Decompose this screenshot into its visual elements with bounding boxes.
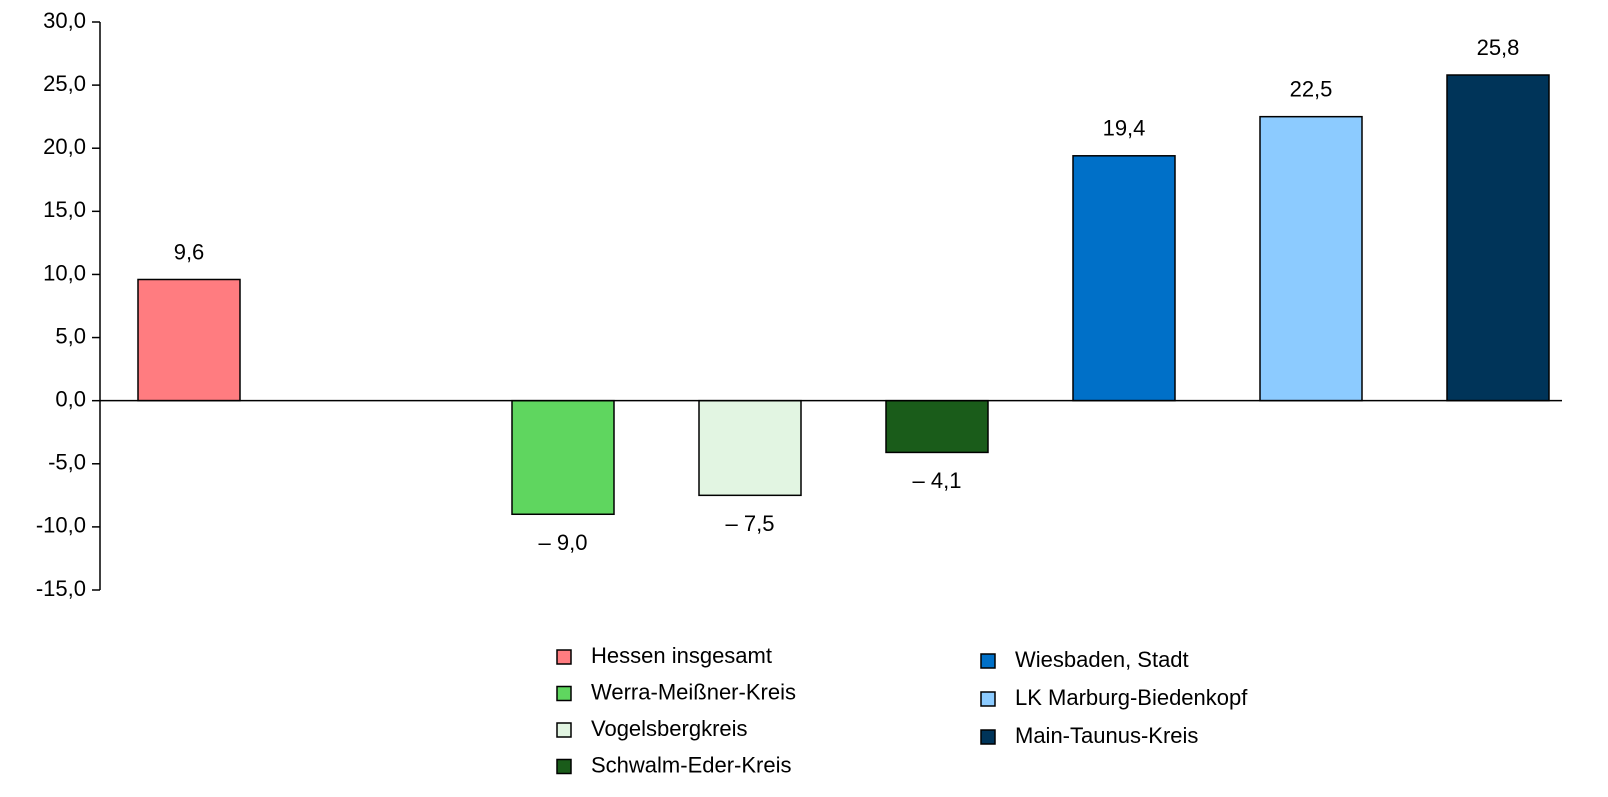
legend-swatch bbox=[980, 729, 996, 745]
y-tick-label: 30,0 bbox=[43, 8, 86, 33]
value-label: 25,8 bbox=[1477, 35, 1520, 60]
legend-label: Hessen insgesamt bbox=[591, 643, 772, 668]
legend-swatch bbox=[980, 653, 996, 669]
bar bbox=[511, 399, 615, 516]
y-tick-label: -15,0 bbox=[36, 576, 86, 601]
value-label: 22,5 bbox=[1290, 76, 1333, 101]
bar bbox=[1446, 74, 1550, 402]
legend-label: Schwalm-Eder-Kreis bbox=[591, 752, 792, 777]
legend-label: Main-Taunus-Kreis bbox=[1015, 723, 1198, 748]
legend-swatch bbox=[556, 722, 572, 738]
value-label: – 9,0 bbox=[539, 530, 588, 555]
legend-label: Vogelsbergkreis bbox=[591, 716, 748, 741]
value-label: – 7,5 bbox=[726, 511, 775, 536]
y-tick-label: 0,0 bbox=[55, 386, 86, 411]
legend-swatch bbox=[556, 758, 572, 775]
y-tick-label: 15,0 bbox=[43, 197, 86, 222]
y-tick-label: 10,0 bbox=[43, 260, 86, 285]
bar bbox=[698, 399, 802, 497]
bar bbox=[885, 399, 989, 454]
y-tick-label: 25,0 bbox=[43, 71, 86, 96]
bar bbox=[137, 278, 241, 402]
y-tick-label: -10,0 bbox=[36, 513, 86, 538]
legend-label: Wiesbaden, Stadt bbox=[1015, 647, 1189, 672]
value-label: – 4,1 bbox=[913, 468, 962, 493]
y-tick-label: 5,0 bbox=[55, 323, 86, 348]
legend-label: Werra-Meißner-Kreis bbox=[591, 679, 796, 704]
legend-swatch bbox=[980, 691, 996, 707]
y-tick-label: -5,0 bbox=[48, 450, 86, 475]
value-label: 9,6 bbox=[174, 239, 205, 264]
bar bbox=[1072, 155, 1176, 402]
legend-label: LK Marburg-Biedenkopf bbox=[1015, 685, 1248, 710]
y-tick-label: 20,0 bbox=[43, 134, 86, 159]
value-label: 19,4 bbox=[1103, 116, 1146, 141]
legend-swatch bbox=[556, 649, 572, 665]
bar bbox=[1259, 115, 1363, 402]
legend-swatch bbox=[556, 685, 572, 702]
